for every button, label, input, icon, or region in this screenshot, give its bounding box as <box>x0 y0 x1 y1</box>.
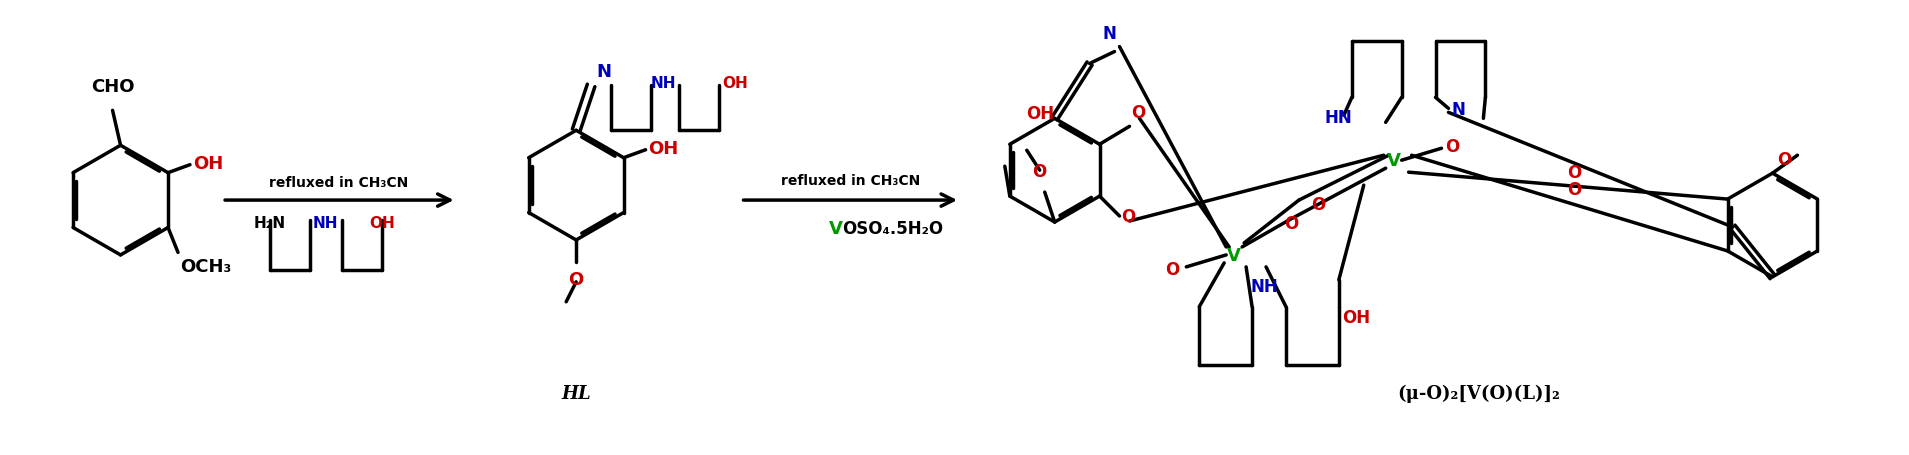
Text: OCH₃: OCH₃ <box>179 258 231 276</box>
Text: O: O <box>1121 207 1136 226</box>
Text: NH: NH <box>313 216 338 231</box>
Text: refluxed in CH₃CN: refluxed in CH₃CN <box>269 176 409 190</box>
Text: O: O <box>1164 260 1180 278</box>
Text: NH: NH <box>651 76 676 91</box>
Text: O: O <box>1285 214 1298 233</box>
Text: V: V <box>1386 152 1401 170</box>
Text: OH: OH <box>1342 308 1371 326</box>
Text: OH: OH <box>649 139 680 157</box>
Text: N: N <box>1451 101 1466 119</box>
Text: HL: HL <box>561 384 592 403</box>
Text: V: V <box>1227 246 1241 264</box>
Text: O: O <box>1567 164 1581 182</box>
Text: V: V <box>829 219 842 238</box>
Text: OSO₄.5H₂O: OSO₄.5H₂O <box>842 219 943 238</box>
Text: O: O <box>1445 138 1460 156</box>
Text: OH: OH <box>193 154 223 172</box>
Text: O: O <box>1567 181 1581 199</box>
Text: O: O <box>569 270 584 288</box>
Text: H₂N: H₂N <box>254 216 286 231</box>
Text: O: O <box>1033 163 1046 181</box>
Text: refluxed in CH₃CN: refluxed in CH₃CN <box>781 174 920 188</box>
Text: N: N <box>1103 25 1117 42</box>
Text: N: N <box>596 63 611 81</box>
Text: NH: NH <box>1250 277 1277 295</box>
Text: OH: OH <box>368 216 395 231</box>
Text: OH: OH <box>724 76 748 91</box>
Text: O: O <box>1777 151 1793 169</box>
Text: OH: OH <box>1025 105 1054 123</box>
Text: HN: HN <box>1325 109 1353 127</box>
Text: O: O <box>1132 104 1145 122</box>
Text: CHO: CHO <box>92 78 134 96</box>
Text: (μ-O)₂[V(O)(L)]₂: (μ-O)₂[V(O)(L)]₂ <box>1397 384 1560 403</box>
Text: O: O <box>1311 196 1325 214</box>
